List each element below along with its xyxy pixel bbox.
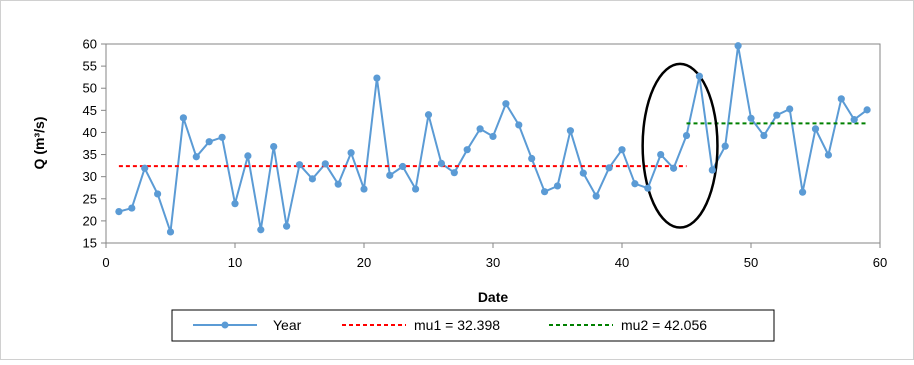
data-point — [824, 151, 833, 159]
data-point — [205, 138, 213, 146]
data-point — [399, 162, 407, 171]
data-point — [308, 175, 316, 183]
data-point — [592, 192, 600, 200]
x-tick-label: 0 — [102, 255, 109, 270]
data-point — [786, 105, 794, 113]
data-point — [463, 146, 471, 154]
data-point — [837, 95, 845, 103]
legend-item-mu2: mu2 = 42.056 — [549, 317, 707, 333]
data-point — [747, 114, 755, 122]
x-axis-ticks: 0 10 20 30 40 50 60 — [102, 243, 887, 270]
data-point — [515, 121, 523, 129]
data-point — [192, 153, 200, 161]
x-tick-label: 60 — [873, 255, 887, 270]
x-axis-title: Date — [478, 289, 509, 305]
y-tick-label: 15 — [83, 236, 97, 251]
data-point — [682, 131, 691, 140]
data-point — [695, 72, 704, 80]
data-point — [811, 125, 820, 133]
data-point — [295, 161, 304, 169]
data-point — [437, 159, 445, 167]
data-point — [566, 127, 575, 135]
data-point — [528, 154, 536, 163]
legend-box — [171, 309, 775, 342]
y-axis-title: Q (m³/s) — [31, 117, 47, 170]
highlight-ellipse — [641, 62, 719, 229]
legend-label-year: Year — [273, 317, 302, 333]
legend-item-mu1: mu1 = 32.398 — [342, 317, 500, 333]
x-tick-label: 20 — [357, 255, 371, 270]
x-tick-label: 10 — [228, 255, 242, 270]
data-point — [166, 228, 175, 236]
data-point — [412, 185, 420, 193]
annotations — [641, 62, 719, 229]
data-point — [670, 164, 678, 172]
data-point — [424, 111, 433, 119]
data-point — [321, 160, 329, 168]
y-tick-label: 25 — [83, 191, 97, 206]
data-point — [141, 164, 149, 172]
y-axis-ticks: 15 20 25 30 35 40 45 50 55 60 — [83, 37, 106, 251]
y-tick-label: 20 — [83, 213, 97, 228]
data-point — [450, 169, 458, 177]
y-tick-label: 45 — [83, 103, 97, 118]
data-point — [850, 116, 858, 124]
y-tick-label: 30 — [83, 169, 97, 184]
data-point — [657, 150, 665, 159]
data-point — [708, 166, 716, 174]
data-point — [489, 132, 497, 141]
data-point — [283, 222, 291, 230]
legend-label-mu1: mu1 = 32.398 — [414, 317, 500, 333]
x-tick-label: 50 — [744, 255, 758, 270]
x-tick-label: 30 — [486, 255, 500, 270]
data-point — [334, 180, 342, 188]
data-point — [257, 226, 265, 234]
data-point — [386, 171, 394, 179]
data-point — [154, 190, 162, 198]
data-point — [631, 180, 639, 188]
data-point — [244, 152, 252, 160]
data-point — [618, 146, 626, 154]
data-point — [128, 204, 136, 212]
data-point — [605, 164, 613, 172]
data-point — [579, 169, 587, 177]
data-point — [760, 131, 768, 140]
data-point — [115, 208, 123, 216]
y-tick-label: 40 — [83, 125, 97, 140]
data-point — [231, 200, 239, 208]
data-point — [218, 133, 226, 141]
data-point — [360, 185, 368, 193]
x-tick-label: 40 — [615, 255, 629, 270]
y-tick-label: 35 — [83, 147, 97, 162]
data-point — [270, 142, 278, 151]
y-tick-label: 55 — [83, 59, 97, 74]
data-point — [773, 111, 781, 119]
data-point — [373, 74, 381, 82]
y-tick-label: 50 — [83, 81, 97, 96]
legend-label-mu2: mu2 = 42.056 — [621, 317, 707, 333]
legend: Year mu1 = 32.398 mu2 = 42.056 — [171, 309, 775, 342]
data-point — [541, 188, 549, 196]
legend-swatch-year-marker — [221, 321, 229, 329]
data-point — [644, 184, 652, 192]
legend-item-year: Year — [193, 317, 302, 333]
data-point — [734, 42, 742, 50]
data-point — [476, 125, 484, 133]
series-markers — [115, 42, 871, 236]
data-point — [799, 188, 807, 196]
data-point — [347, 149, 355, 157]
data-point — [502, 100, 510, 108]
y-tick-label: 60 — [83, 37, 97, 52]
data-point — [863, 106, 871, 114]
data-point — [179, 114, 187, 122]
data-point — [721, 142, 729, 150]
data-point — [553, 182, 562, 190]
